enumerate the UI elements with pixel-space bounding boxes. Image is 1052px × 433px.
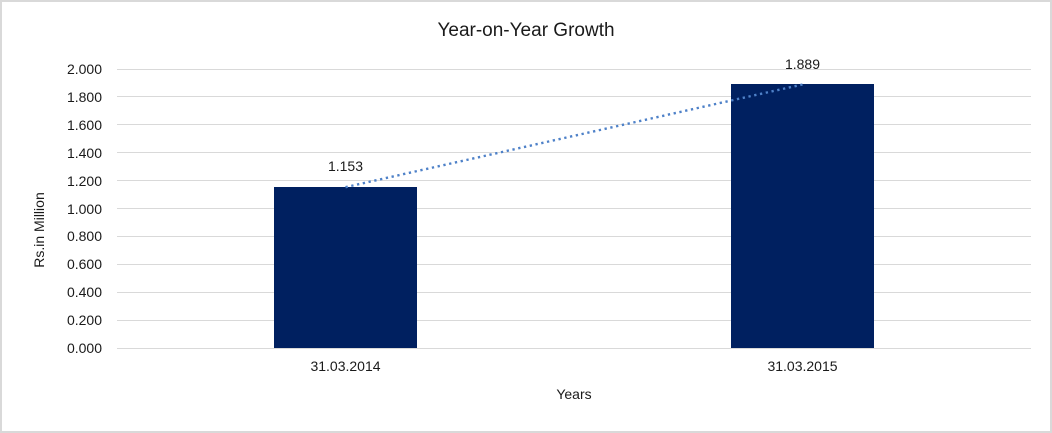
- y-tick-label: 0.400: [66, 284, 102, 301]
- chart-title: Year-on-Year Growth: [437, 20, 615, 41]
- y-tick-label: 1.400: [66, 144, 102, 161]
- gridline: [117, 180, 1031, 182]
- gridline: [117, 263, 1031, 265]
- y-tick-label: 1.000: [66, 200, 102, 217]
- gridline: [117, 208, 1031, 209]
- gridline: [117, 319, 1031, 321]
- y-tick-label: 1.600: [66, 116, 102, 133]
- bar: [274, 187, 417, 348]
- gridline: [117, 124, 1031, 126]
- bar-value-label: 1.153: [327, 158, 364, 175]
- y-tick-label: 0.600: [66, 256, 102, 273]
- x-axis-title: Years: [556, 386, 592, 402]
- gridline: [117, 152, 1031, 154]
- y-tick-label: 0.800: [66, 228, 102, 245]
- y-tick-label: 0.200: [66, 312, 102, 329]
- bar-value-label: 1.889: [784, 55, 821, 72]
- gridline: [117, 235, 1031, 237]
- bar: [731, 84, 874, 348]
- y-tick-label: 2.000: [66, 61, 102, 77]
- y-tick-label: 1.200: [66, 172, 102, 189]
- category-label: 31.03.2014: [310, 358, 381, 374]
- y-tick-label: 1.800: [66, 88, 102, 105]
- gridline: [117, 96, 1031, 98]
- category-label: 31.03.2015: [767, 358, 838, 374]
- plot-area: 1.153 1.889: [117, 56, 1031, 349]
- y-tick-label: 0.000: [66, 340, 102, 356]
- gridline: [117, 347, 1031, 349]
- gridline: [117, 291, 1031, 293]
- gridline: [117, 68, 1031, 70]
